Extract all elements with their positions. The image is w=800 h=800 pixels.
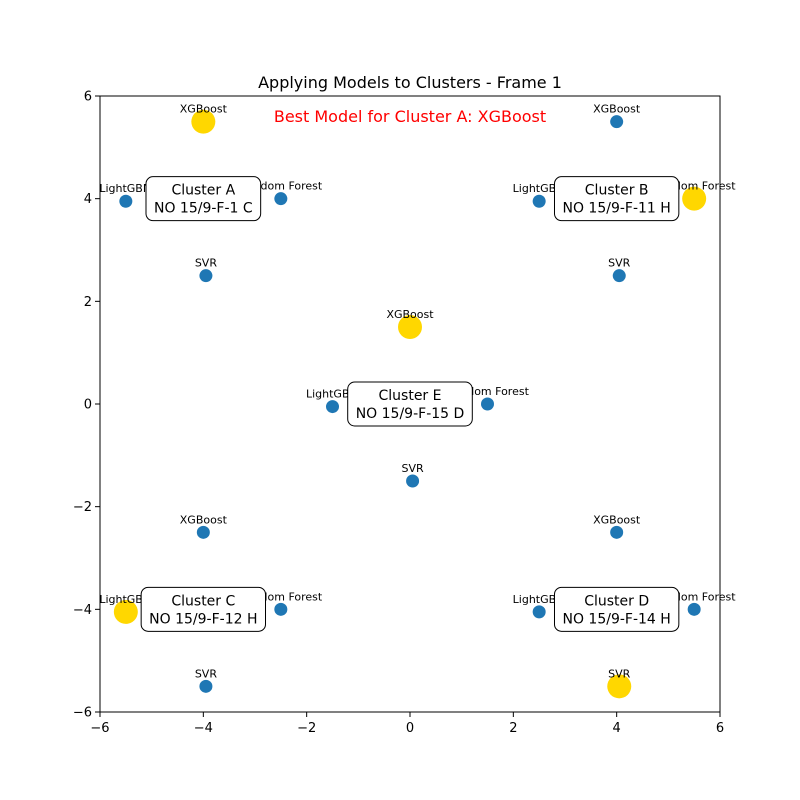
model-point <box>610 525 624 539</box>
cluster-label: Cluster A NO 15/9-F-1 C <box>145 176 262 222</box>
model-point <box>199 679 213 693</box>
x-tick-label: 2 <box>509 721 517 736</box>
cluster-label-box <box>553 586 680 632</box>
model-point <box>610 115 624 129</box>
cluster-label: Cluster B NO 15/9-F-11 H <box>553 176 680 222</box>
best-model-point <box>682 186 707 211</box>
model-point-label: XGBoost <box>180 513 228 526</box>
y-tick-label: 2 <box>84 295 92 310</box>
best-model-point <box>113 599 138 624</box>
cluster-label: Cluster E NO 15/9-F-15 D <box>347 381 473 427</box>
cluster-label: Cluster C NO 15/9-F-12 H <box>140 586 267 632</box>
cluster-name: Cluster D <box>584 593 649 609</box>
cluster-well: NO 15/9-F-15 D <box>356 406 465 422</box>
model-point-label: SVR <box>608 257 631 270</box>
model-point-label: SVR <box>195 257 218 270</box>
cluster-well: NO 15/9-F-1 C <box>154 201 253 217</box>
model-point-label: SVR <box>195 667 218 680</box>
x-tick-label: 6 <box>716 721 724 736</box>
cluster-well: NO 15/9-F-12 H <box>149 611 257 627</box>
x-tick-label: 0 <box>406 721 414 736</box>
y-tick-label: −2 <box>73 500 92 515</box>
y-axis: −6 −4 −2 0 2 4 6 <box>73 90 100 721</box>
x-tick-label: −6 <box>90 721 109 736</box>
y-tick-label: 6 <box>84 90 92 105</box>
model-point-label: XGBoost <box>593 513 641 526</box>
chart-title: Applying Models to Clusters - Frame 1 <box>258 73 562 92</box>
model-point <box>481 397 494 411</box>
model-point <box>406 474 420 488</box>
y-tick-label: 4 <box>84 192 92 207</box>
model-point-label: XGBoost <box>180 103 228 116</box>
model-point <box>199 269 213 283</box>
model-point <box>326 400 339 414</box>
cluster-well: NO 15/9-F-11 H <box>562 201 670 217</box>
model-point-label: SVR <box>402 462 425 475</box>
x-tick-label: −4 <box>194 721 213 736</box>
cluster-name: Cluster E <box>379 388 442 404</box>
model-point-label: LightGBM <box>513 182 566 195</box>
x-tick-label: −2 <box>297 721 316 736</box>
model-point <box>532 605 546 619</box>
x-tick-label: 4 <box>613 721 621 736</box>
cluster-label-box <box>140 586 267 632</box>
model-point <box>196 525 210 539</box>
model-point <box>274 192 288 206</box>
cluster-name: Cluster B <box>585 183 649 199</box>
cluster-label-box <box>145 176 262 222</box>
model-point <box>532 194 546 208</box>
y-tick-label: −4 <box>73 603 92 618</box>
cluster-label-box <box>553 176 680 222</box>
model-point <box>119 194 133 208</box>
model-point <box>612 269 626 283</box>
y-tick-label: 0 <box>84 398 92 413</box>
model-point-label: LightGBM <box>99 182 152 195</box>
model-point <box>687 602 701 616</box>
best-model-annotation: Best Model for Cluster A: XGBoost <box>274 107 546 126</box>
y-tick-label: −6 <box>73 706 92 721</box>
model-point <box>274 602 288 616</box>
best-model-point <box>191 109 216 134</box>
cluster-name: Cluster C <box>171 593 235 609</box>
cluster-well: NO 15/9-F-14 H <box>562 611 670 627</box>
model-point-label: LightGBM <box>99 593 152 606</box>
x-axis: −6 −4 −2 0 2 4 6 <box>90 712 724 736</box>
cluster-label-box <box>347 381 473 427</box>
model-point-label: SVR <box>608 667 631 680</box>
model-point-label: XGBoost <box>386 308 434 321</box>
best-model-point <box>607 674 632 699</box>
model-point-label: LightGBM <box>306 388 359 401</box>
model-point-label: XGBoost <box>593 103 641 116</box>
cluster-label: Cluster D NO 15/9-F-14 H <box>553 586 680 632</box>
model-point-label: LightGBM <box>513 593 566 606</box>
cluster-name: Cluster A <box>171 183 235 199</box>
best-model-point <box>398 315 422 339</box>
